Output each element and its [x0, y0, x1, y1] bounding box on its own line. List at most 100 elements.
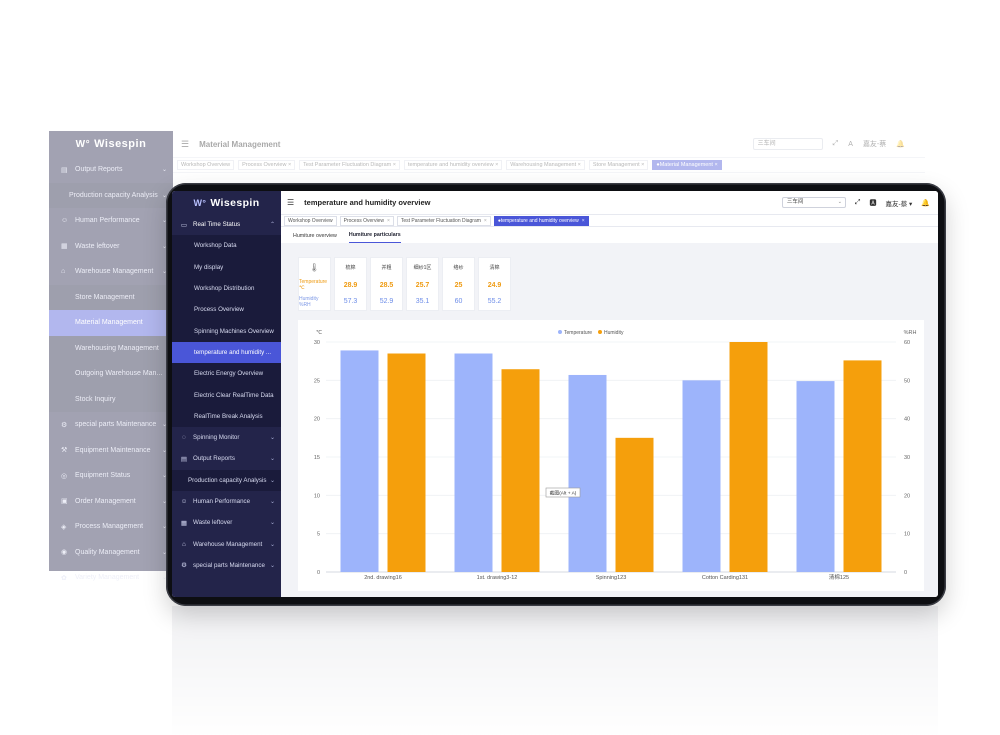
menu-toggle-icon[interactable]: ☰ — [287, 198, 295, 207]
x-tick-label: 1st. drawing3-12 — [477, 575, 518, 581]
parts-icon: ⚙ — [61, 421, 68, 429]
background-menu-item: ⚒ Equipment Maintenance ⌄ — [49, 438, 173, 464]
wrench-icon: ⚒ — [61, 447, 68, 455]
sidebar-item-1[interactable]: Workshop Data — [172, 235, 281, 257]
background-logo: W° Wisespin — [49, 131, 173, 157]
y-right-axis-label: %RH — [904, 330, 917, 336]
reading-temperature: 28.5 — [379, 281, 394, 289]
sidebar-item-label: Output Reports — [193, 455, 235, 463]
x-tick-label: 2nd. drawing16 — [364, 575, 402, 581]
tab-0[interactable]: Workshop Overview — [284, 215, 337, 226]
bar-humidity-0 — [387, 353, 426, 572]
close-icon[interactable]: × — [581, 217, 585, 224]
background-menu-item: ◉ Quality Management ⌄ — [49, 540, 173, 566]
sidebar-item-4[interactable]: Process Overview — [172, 299, 281, 321]
background-menu-item: ◎ Equipment Status ⌄ — [49, 463, 173, 489]
sidebar-item-16[interactable]: ⚙ special parts Maintenance ⌄ — [172, 555, 281, 576]
chevron-down-icon: ⌄ — [161, 422, 167, 429]
sidebar-item-9[interactable]: RealTime Break Analysis — [172, 405, 281, 427]
sidebar-item-3[interactable]: Workshop Distribution — [172, 277, 281, 300]
workshop-select[interactable]: 三车间 ⌄ — [781, 197, 846, 208]
parts-icon: ⚙ — [181, 562, 187, 570]
reading-card: 清棉 24.9 55.2 — [478, 257, 511, 311]
close-icon[interactable]: × — [386, 217, 390, 224]
workshop-select-value: 三车间 — [786, 199, 804, 205]
sidebar-item-label: Waste leftover — [193, 519, 233, 527]
sidebar-item-label: Real Time Status — [193, 221, 241, 229]
sidebar-item-14[interactable]: ▦ Waste leftover ⌄ — [172, 512, 281, 533]
chevron-down-icon: ⌄ — [269, 435, 275, 442]
tab-2[interactable]: Test Parameter Fluctuation Diagram × — [396, 215, 491, 226]
sidebar-item-0[interactable]: ▭ Real Time Status ⌃ — [172, 214, 281, 235]
chevron-down-icon: ⌄ — [269, 541, 275, 548]
main-panel: ☰ temperature and humidity overview 三车间 … — [281, 191, 938, 597]
sidebar-item-7[interactable]: Electric Energy Overview — [172, 363, 281, 385]
sidebar-item-label: Electric Clear RealTime Data — [194, 391, 274, 399]
sidebar-item-2[interactable]: My display — [172, 256, 281, 278]
reading-temperature: 28.9 — [343, 281, 358, 289]
reading-temperature: 25.7 — [415, 281, 430, 289]
device-reflection — [166, 606, 946, 735]
bar-humidity-1 — [501, 369, 540, 572]
sidebar-item-11[interactable]: ▤ Output Reports ⌄ — [172, 448, 281, 469]
close-icon[interactable]: × — [483, 217, 487, 224]
background-menu-label: Store Management — [75, 293, 135, 301]
person-icon: ☺ — [180, 498, 188, 505]
sidebar-item-label: Workshop Distribution — [194, 285, 255, 293]
sidebar-item-12[interactable]: Production capacity Analysis ⌄ — [172, 469, 281, 491]
process-icon: ◈ — [61, 523, 67, 531]
chart-card: 0 5 10 15 20 25 30 0 10 20 30 40 50 60 ℃ %RH Temperature… — [298, 320, 924, 591]
chevron-down-icon: ⌄ — [161, 269, 167, 276]
logo[interactable]: W° Wisespin — [172, 191, 281, 214]
subtab-1[interactable]: Humiture particulars — [348, 232, 401, 243]
background-menu-item: ▦ Waste leftover ⌄ — [49, 234, 173, 260]
bar-temperature-1 — [454, 353, 493, 572]
background-menu: ▤ Output Reports ⌄ Production capacity Anal… — [49, 157, 173, 591]
chevron-down-icon: ⌄ — [269, 520, 275, 527]
background-menu-item: ☺ Human Performance ⌄ — [49, 208, 173, 234]
chevron-down-icon: ⌄ — [161, 167, 167, 174]
sidebar-item-6[interactable]: temperature and humidity ... — [172, 341, 281, 364]
background-tab: Store Management × — [588, 160, 649, 170]
chevron-down-icon: ⌄ — [161, 192, 167, 199]
tab-label: Test Parameter Fluctuation Diagram — [400, 217, 481, 224]
fullscreen-icon[interactable]: ⤢ — [854, 198, 861, 206]
y-right-tick-label: 30 — [904, 455, 910, 461]
temperature-label: Temperature ℃ — [299, 279, 328, 292]
background-menu-item: Store Management — [49, 284, 173, 310]
background-user: 嘉友-蔡 — [862, 141, 887, 148]
background-tab: Warehousing Management × — [506, 160, 585, 170]
monitor-icon: ▭ — [180, 221, 188, 229]
wisespin-logo-icon: W° — [75, 138, 91, 150]
reading-humidity: 55.2 — [487, 298, 502, 306]
y-left-tick-label: 30 — [314, 340, 320, 346]
bell-icon[interactable]: 🔔 — [921, 199, 930, 207]
background-menu-item: Material Management — [49, 310, 173, 336]
background-workshop-select: 三车间 — [752, 138, 823, 150]
y-right-tick-label: 0 — [904, 570, 907, 576]
y-right-tick-label: 50 — [904, 378, 910, 384]
tab-3[interactable]: ●temperature and humidity overview × — [493, 215, 589, 226]
sidebar-item-8[interactable]: Electric Clear RealTime Data — [172, 384, 281, 406]
y-right-tick-label: 10 — [904, 532, 910, 538]
chevron-down-icon: ⌄ — [161, 498, 167, 505]
language-icon[interactable]: 🅰 — [869, 199, 877, 207]
tab-1[interactable]: Process Overview × — [339, 215, 394, 226]
sidebar-item-13[interactable]: ☺ Human Performance ⌄ — [172, 491, 281, 512]
y-right-tick-label: 40 — [904, 417, 910, 423]
tablet-screen: W° Wisespin ▭ Real Time Status ⌃ Workshop D… — [172, 191, 938, 597]
background-menu-label: Material Management — [75, 319, 143, 327]
user-name: 嘉友-蔡 — [885, 200, 908, 208]
sidebar-item-15[interactable]: ⌂ Warehouse Management ⌄ — [172, 533, 281, 554]
warehouse-icon: ⌂ — [61, 268, 66, 276]
sidebar-item-label: Human Performance — [193, 498, 251, 505]
sidebar-item-5[interactable]: Spinning Machines Overview — [172, 320, 281, 342]
sidebar-item-10[interactable]: ◌ Spinning Monitor ⌄ — [172, 427, 281, 448]
quality-icon: ◉ — [61, 549, 68, 557]
y-left-axis-label: ℃ — [316, 330, 323, 336]
header: ☰ temperature and humidity overview 三车间 … — [281, 191, 938, 214]
reading-card: 梳棉 28.9 57.3 — [334, 257, 367, 311]
subtab-0[interactable]: Humiture overview — [293, 233, 337, 239]
user-menu[interactable]: 嘉友-蔡 ▾ — [885, 200, 913, 208]
